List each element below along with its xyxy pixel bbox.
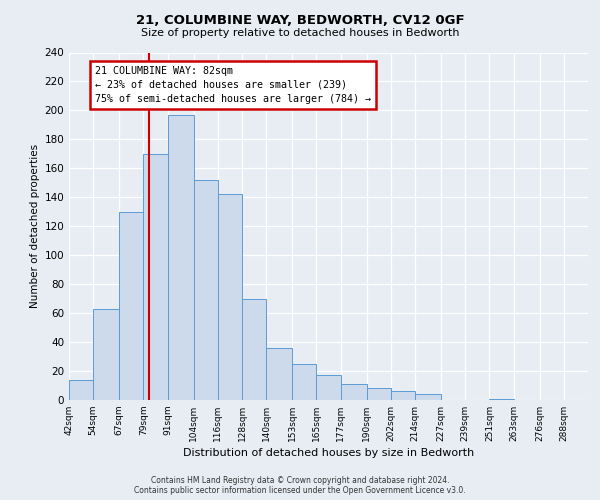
Bar [143, 154, 167, 400]
Text: Contains HM Land Registry data © Crown copyright and database right 2024.: Contains HM Land Registry data © Crown c… [151, 476, 449, 485]
Bar [391, 392, 415, 400]
Bar [292, 364, 316, 400]
Bar [194, 180, 218, 400]
Bar [242, 298, 266, 400]
Bar [490, 398, 514, 400]
Text: 21, COLUMBINE WAY, BEDWORTH, CV12 0GF: 21, COLUMBINE WAY, BEDWORTH, CV12 0GF [136, 14, 464, 27]
Bar [69, 380, 93, 400]
Bar [316, 376, 341, 400]
Text: 21 COLUMBINE WAY: 82sqm
← 23% of detached houses are smaller (239)
75% of semi-d: 21 COLUMBINE WAY: 82sqm ← 23% of detache… [95, 66, 371, 104]
Bar [119, 212, 143, 400]
Bar [167, 115, 194, 400]
Bar [367, 388, 391, 400]
Text: Size of property relative to detached houses in Bedworth: Size of property relative to detached ho… [141, 28, 459, 38]
X-axis label: Distribution of detached houses by size in Bedworth: Distribution of detached houses by size … [183, 448, 474, 458]
Bar [218, 194, 242, 400]
Bar [93, 309, 119, 400]
Y-axis label: Number of detached properties: Number of detached properties [30, 144, 40, 308]
Bar [266, 348, 292, 400]
Bar [341, 384, 367, 400]
Text: Contains public sector information licensed under the Open Government Licence v3: Contains public sector information licen… [134, 486, 466, 495]
Bar [415, 394, 441, 400]
